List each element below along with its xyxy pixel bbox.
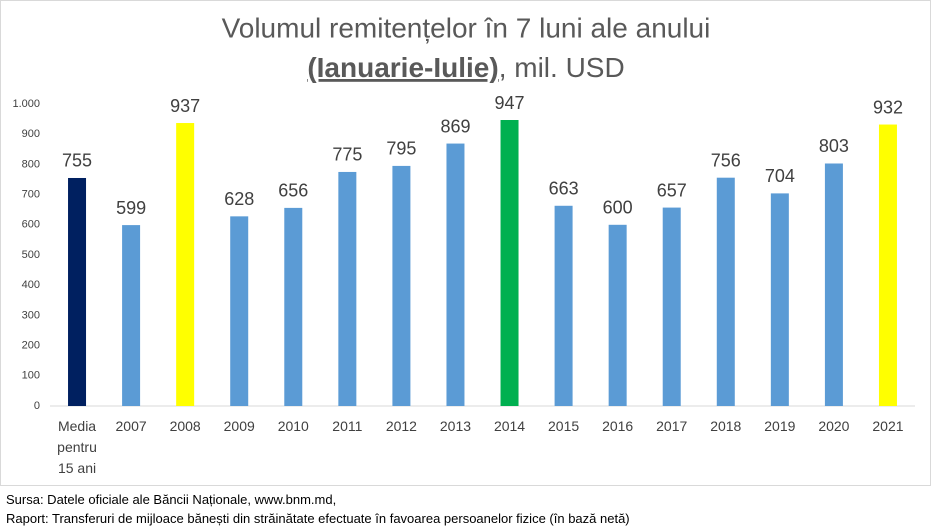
bar <box>878 124 897 406</box>
data-label: 628 <box>224 189 254 209</box>
x-tick-label: 2016 <box>602 418 634 434</box>
x-tick-label: 2021 <box>872 418 904 434</box>
bar <box>824 163 843 406</box>
x-tick-label: 2019 <box>764 418 796 434</box>
data-label: 803 <box>819 136 849 156</box>
bar <box>122 225 141 406</box>
bar <box>716 177 735 406</box>
bar <box>554 205 573 406</box>
data-label: 600 <box>603 198 633 218</box>
data-label: 795 <box>386 139 416 159</box>
data-label: 937 <box>170 96 200 116</box>
x-tick-label: Media pentru 15 ani <box>57 418 97 476</box>
y-tick-label: 900 <box>22 128 40 140</box>
chart-subtitle: (Ianuarie-Iulie), mil. USD <box>307 52 624 83</box>
y-tick-label: 700 <box>22 189 40 201</box>
x-tick-label: 2007 <box>115 418 147 434</box>
y-tick-label: 500 <box>22 249 40 261</box>
x-tick-label: 2011 <box>332 418 363 434</box>
x-tick-label: 2010 <box>277 418 309 434</box>
data-label: 947 <box>495 93 525 113</box>
data-label: 656 <box>278 181 308 201</box>
x-tick-label: 2017 <box>656 418 688 434</box>
data-label: 869 <box>440 116 470 136</box>
bar <box>608 224 627 406</box>
x-tick-label: 2013 <box>439 418 472 434</box>
x-tick-label: 2015 <box>548 418 580 434</box>
chart-title: Volumul remitențelor în 7 luni ale anulu… <box>222 12 711 43</box>
bar <box>392 165 411 406</box>
x-tick-label: 2020 <box>818 418 850 434</box>
x-tick-label: 2018 <box>710 418 742 434</box>
data-label: 775 <box>332 145 362 165</box>
y-tick-label: 100 <box>22 370 40 382</box>
y-tick-label: 800 <box>22 158 40 170</box>
bar <box>446 143 465 406</box>
bar <box>338 171 357 406</box>
data-label: 663 <box>549 179 579 199</box>
y-tick-label: 1.000 <box>12 98 40 110</box>
y-tick-label: 400 <box>22 279 40 291</box>
data-label: 756 <box>711 150 741 170</box>
x-tick-label: 2012 <box>385 418 417 434</box>
x-tick-label: 2014 <box>493 418 526 434</box>
data-label: 932 <box>873 97 903 117</box>
bar <box>662 207 681 406</box>
title-rest: , mil. USD <box>499 52 625 83</box>
data-label: 599 <box>116 198 146 218</box>
y-tick-label: 200 <box>22 340 40 352</box>
data-label: 704 <box>765 166 795 186</box>
bar <box>176 123 195 406</box>
bar <box>68 177 87 406</box>
data-label: 657 <box>657 180 687 200</box>
y-tick-label: 600 <box>22 219 40 231</box>
bar <box>284 207 303 406</box>
bar <box>770 193 789 406</box>
bar <box>230 216 249 406</box>
bar <box>500 120 519 407</box>
source: Sursa: Datele oficiale ale Băncii Națion… <box>6 492 337 507</box>
y-tick-label: 300 <box>22 309 40 321</box>
y-tick-label: 0 <box>34 400 40 412</box>
x-tick-label: 2009 <box>223 418 255 434</box>
note: Raport: Transferuri de mijloace bănești … <box>6 511 630 526</box>
title-emphasis: (Ianuarie-Iulie) <box>307 52 498 83</box>
x-tick-label: 2008 <box>169 418 201 434</box>
data-label: 755 <box>62 151 92 171</box>
